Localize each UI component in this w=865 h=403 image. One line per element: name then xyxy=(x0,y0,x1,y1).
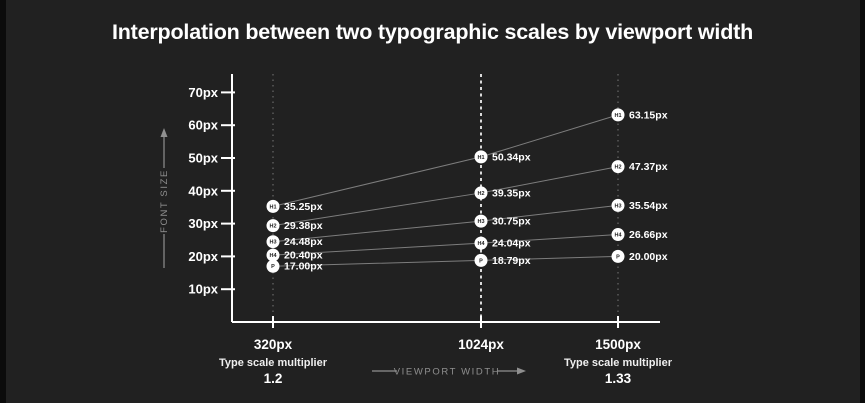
point-badge-H4-320px xyxy=(266,248,280,262)
point-badge-text-P-1024px: P xyxy=(479,258,483,264)
point-value-label-H3-320px: 24.48px xyxy=(284,236,323,248)
point-badge-P-1024px xyxy=(474,253,488,267)
left-multiplier-label: Type scale multiplier xyxy=(218,357,327,369)
point-badge-text-H3-320px: H3 xyxy=(269,240,276,246)
point-value-label-P-1024px: 18.79px xyxy=(492,255,531,267)
point-badge-text-H2-1500px: H2 xyxy=(614,165,621,171)
right-type-scale-multiplier: Type scale multiplier 1.33 xyxy=(518,357,718,386)
point-value-label-H2-1024px: 39.35px xyxy=(492,187,531,199)
point-value-label-H2-1500px: 47.37px xyxy=(629,161,668,173)
point-badge-H2-1500px xyxy=(611,160,625,174)
point-value-label-H4-1500px: 26.66px xyxy=(629,229,668,241)
point-badge-text-P-320px: P xyxy=(271,264,275,270)
x-axis-label-1500px: 1500px xyxy=(595,337,641,352)
point-badge-text-H4-1500px: H4 xyxy=(614,233,622,239)
series-line-H3 xyxy=(272,204,619,243)
up-arrow-icon xyxy=(160,128,168,137)
y-axis-caption: FONT SIZE xyxy=(159,169,170,233)
point-badge-text-H2-320px: H2 xyxy=(269,224,276,230)
point-badge-H2-320px xyxy=(266,219,280,233)
point-value-label-H4-1024px: 24.04px xyxy=(492,238,531,250)
page-background xyxy=(6,0,860,403)
point-value-label-H1-1500px: 63.15px xyxy=(629,109,668,121)
point-badge-text-H1-320px: H1 xyxy=(269,204,276,210)
point-badge-H3-1500px xyxy=(611,198,625,212)
left-multiplier-value: 1.2 xyxy=(263,371,283,386)
point-value-label-H1-1024px: 50.34px xyxy=(492,151,531,163)
y-tick-label-20px: 20px xyxy=(188,249,218,264)
point-badge-H1-320px xyxy=(266,199,280,213)
point-badge-P-1500px xyxy=(611,249,625,263)
point-badge-H3-1024px xyxy=(474,214,488,228)
y-tick-label-40px: 40px xyxy=(188,183,218,198)
right-arrow-icon xyxy=(517,367,526,375)
point-value-label-P-320px: 17.00px xyxy=(284,261,323,273)
point-value-label-H1-320px: 35.25px xyxy=(284,201,323,213)
point-badge-H3-320px xyxy=(266,235,280,249)
x-axis-label-320px: 320px xyxy=(253,337,293,352)
point-badge-text-H1-1024px: H1 xyxy=(477,155,484,161)
point-value-label-H3-1024px: 30.75px xyxy=(492,216,531,228)
series-line-H4 xyxy=(272,234,619,256)
point-badge-H2-1024px xyxy=(474,186,488,200)
point-badge-text-H1-1500px: H1 xyxy=(614,113,621,119)
series-line-H1 xyxy=(272,114,619,207)
point-badge-H1-1500px xyxy=(611,108,625,122)
y-tick-label-50px: 50px xyxy=(188,151,218,166)
point-badge-text-H3-1500px: H3 xyxy=(614,203,621,209)
point-badge-text-H4-320px: H4 xyxy=(269,253,277,259)
point-badge-text-H2-1024px: H2 xyxy=(477,191,484,197)
point-value-label-P-1500px: 20.00px xyxy=(629,251,668,263)
point-value-label-H2-320px: 29.38px xyxy=(284,220,323,232)
y-tick-label-60px: 60px xyxy=(188,118,218,133)
point-badge-text-H3-1024px: H3 xyxy=(477,219,484,225)
point-badge-text-H4-1024px: H4 xyxy=(477,241,485,247)
point-badge-H4-1500px xyxy=(611,228,625,242)
x-axis-caption: VIEWPORT WIDTH xyxy=(394,367,501,378)
point-value-label-H3-1500px: 35.54px xyxy=(629,200,668,212)
series-line-P xyxy=(272,255,619,267)
point-badge-text-P-1500px: P xyxy=(616,254,620,260)
right-multiplier-label: Type scale multiplier xyxy=(563,357,672,369)
y-tick-label-70px: 70px xyxy=(188,85,218,100)
series-line-H2 xyxy=(272,166,619,227)
point-badge-H1-1024px xyxy=(474,150,488,164)
x-axis-label-1024px: 1024px xyxy=(458,337,504,352)
page-title: Interpolation between two typographic sc… xyxy=(111,20,754,45)
point-value-label-H4-320px: 20.40px xyxy=(284,250,323,262)
left-type-scale-multiplier: Type scale multiplier 1.2 xyxy=(173,357,373,386)
right-multiplier-value: 1.33 xyxy=(604,371,632,386)
point-badge-H4-1024px xyxy=(474,236,488,250)
y-tick-label-30px: 30px xyxy=(188,216,218,231)
y-tick-label-10px: 10px xyxy=(188,282,218,297)
point-badge-P-320px xyxy=(266,259,280,273)
